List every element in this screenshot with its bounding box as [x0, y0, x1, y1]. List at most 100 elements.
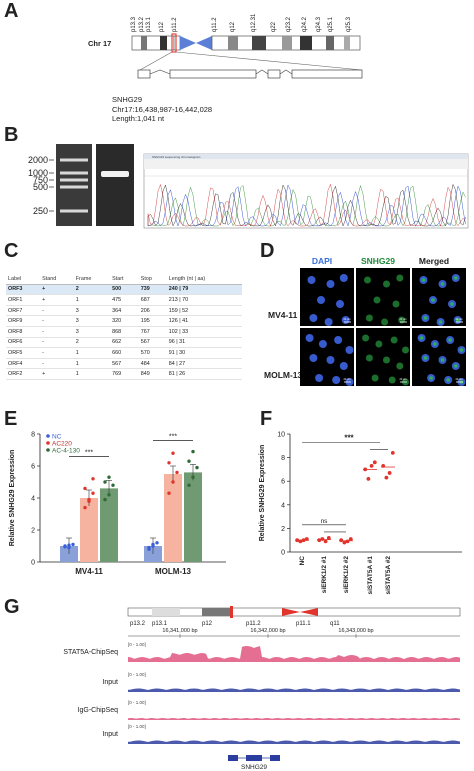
data-point	[151, 542, 155, 547]
table-row[interactable]: ORF1 +1 475 687 213 | 70	[6, 294, 242, 306]
nucleus	[317, 296, 325, 304]
snhg29-signal	[419, 336, 424, 340]
band-label: p13.1	[146, 16, 152, 32]
snhg29-signal	[402, 346, 409, 354]
snhg29-signal	[396, 274, 404, 282]
ladder-label: 500	[33, 182, 48, 192]
chromosome-label: Chr 17	[88, 39, 111, 48]
panel-e-chart: 0 2 4 6 8 Relative SNHG29 Expression MV4-11 ***…	[9, 432, 226, 576]
cell: -	[40, 347, 74, 359]
y-tick-label: 0	[281, 550, 285, 557]
table-row[interactable]: ORF7-3 364 206 159 | 52	[6, 305, 242, 317]
data-point	[83, 486, 87, 491]
data-point	[63, 545, 67, 549]
cell: 364	[110, 305, 139, 317]
gene-exon	[270, 755, 280, 761]
band-label: p12	[159, 21, 165, 32]
data-point	[167, 461, 171, 465]
chromatogram-traces	[147, 183, 466, 227]
coverage-track	[128, 646, 460, 662]
cell: 91 | 30	[166, 347, 242, 359]
snhg29-signal	[450, 302, 454, 306]
data-point	[67, 543, 71, 547]
cell: -	[40, 337, 74, 349]
cell: 3	[73, 305, 111, 317]
band-label: q25.3	[346, 16, 352, 32]
ladder-gel	[56, 144, 92, 226]
track-range: [0 - 1.00]	[128, 724, 146, 729]
header-label: Label	[6, 274, 41, 285]
cell: +	[40, 294, 74, 306]
trace-line	[147, 183, 466, 227]
table-row[interactable]: ORF5-1 660 570 91 | 30	[6, 347, 242, 359]
table-row[interactable]: ORF2 +1 769 849 81 | 26	[6, 368, 242, 380]
ideogram-band	[202, 608, 230, 616]
cell: 687	[138, 294, 167, 306]
data-point	[91, 491, 95, 495]
trace-line	[147, 184, 466, 227]
cell: 3	[73, 315, 111, 327]
band-label: q11.2	[212, 17, 218, 32]
nucleus	[336, 300, 344, 308]
data-point	[390, 450, 395, 455]
coverage-track	[128, 718, 460, 720]
cell: 3	[73, 326, 111, 338]
cell: 767	[138, 326, 167, 338]
nucleus	[345, 346, 354, 354]
scale-bar-label: 20 μm	[344, 378, 351, 381]
position-label: 16,343,000 bp	[338, 628, 373, 634]
data-point	[155, 541, 159, 545]
cell: ORF7	[6, 305, 41, 317]
gene-location: Chr17:16,438,987-16,442,028	[112, 104, 213, 114]
centromere-right	[196, 36, 212, 50]
table-row[interactable]: ORF4-1 567 484 84 | 27	[6, 358, 242, 370]
track-label: Input	[102, 679, 118, 686]
band-label: p11.2	[172, 17, 178, 32]
legend-label: AC220	[52, 441, 72, 448]
cell: 206	[138, 305, 167, 317]
data-point	[342, 540, 347, 545]
data-point	[323, 539, 328, 544]
scale-bar-label: 20 μm	[344, 318, 351, 321]
header-start: Start	[110, 274, 139, 285]
chromosome-ideogram	[131, 33, 361, 53]
header-stop: Stop	[138, 274, 167, 285]
gene-exon	[228, 755, 238, 761]
nucleus	[339, 362, 348, 370]
panel-label-e: E	[4, 408, 18, 430]
cell: 1	[73, 347, 111, 359]
scale-bar-label: 20 μm	[400, 378, 407, 381]
cell: 739	[138, 284, 167, 296]
data-point	[339, 538, 344, 543]
cell: 213 | 70	[166, 294, 242, 306]
bar	[100, 488, 118, 562]
table-row[interactable]: ORF6-2 662 567 96 | 31	[6, 337, 242, 349]
band-label: p13.2	[139, 16, 145, 32]
table-row[interactable]: ORF8-3 868 767 102 | 33	[6, 326, 242, 338]
data-point	[195, 465, 199, 470]
category-label: MOLM-13	[155, 567, 192, 576]
cell: 475	[110, 294, 139, 306]
ladder-band	[60, 171, 88, 175]
nucleus	[334, 336, 343, 344]
centromere	[282, 608, 300, 616]
panel-label-a: A	[4, 0, 19, 22]
nucleus	[324, 318, 333, 326]
sig-label: ***	[344, 433, 354, 442]
legend-label: AC-4-130	[52, 448, 80, 455]
cell: 484	[138, 358, 167, 370]
cell: 320	[110, 315, 139, 327]
ladder-label: 1000	[28, 168, 48, 178]
table-row[interactable]: ORF9-3 320 195 126 | 41	[6, 315, 242, 327]
band-label: p13.3	[131, 16, 137, 32]
snhg29-locus-highlight	[171, 33, 177, 53]
y-tick-label: 10	[277, 432, 285, 439]
data-point	[345, 539, 350, 544]
y-tick-label: 2	[31, 528, 35, 535]
snhg29-signal	[446, 378, 450, 382]
table-row[interactable]: ORF3 +2 500 739 240 | 79	[6, 284, 242, 296]
data-point	[384, 475, 389, 480]
data-point	[187, 459, 191, 463]
track-range: [0 - 1.00]	[128, 672, 146, 677]
y-tick-label: 2	[281, 526, 285, 533]
